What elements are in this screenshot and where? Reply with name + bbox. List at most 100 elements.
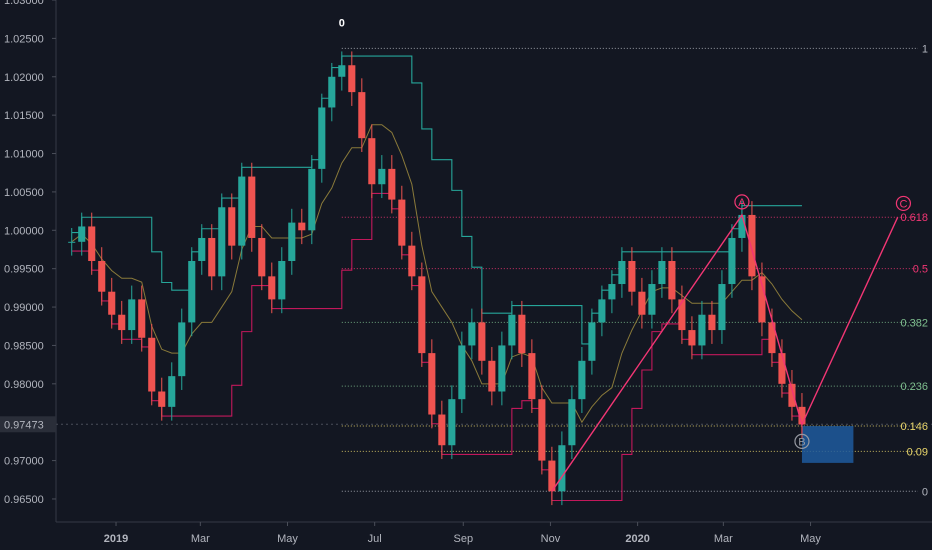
current-price-label: 0.97473 [4,419,44,431]
candle-body [78,226,86,242]
candle-body [568,399,576,446]
wave-marker-b [794,433,810,449]
candle-body [778,353,786,384]
y-axis-panel [0,0,56,550]
candle-body [548,460,556,492]
candle-body [268,276,276,300]
candle-body [198,237,206,261]
y-tick-label: 0.99000 [4,302,44,314]
candle-body [508,314,516,346]
candle-body [758,276,766,323]
candle-body [498,345,506,392]
candle-body [128,299,136,331]
candle-body [238,176,246,246]
x-axis-panel [0,522,932,550]
candle-body [528,353,536,400]
fib-label: 0 [922,486,928,498]
y-tick-label: 0.98000 [4,379,44,391]
candle-body [368,138,376,185]
candle-body [518,314,526,354]
y-tick-label: 1.03000 [4,0,44,7]
candle-body [648,284,656,315]
candle-body [588,322,596,361]
x-tick-label: Mar [191,533,210,545]
x-tick-label: May [800,533,821,545]
candle-body [678,299,686,331]
candle-body [448,399,456,446]
candle-body [208,237,216,277]
candle-body [248,176,256,238]
candle-body [638,291,646,315]
candle-body [488,360,496,392]
wave-path [551,213,899,492]
y-tick-label: 0.96500 [4,494,44,506]
candle-body [318,107,326,169]
candle-body [598,299,606,323]
candle-body [258,237,266,277]
candle-body [688,330,696,346]
candle-body [308,168,316,231]
candle-body [148,337,156,392]
candle-body [378,168,386,185]
candle-body [718,284,726,331]
candle-body [468,322,476,346]
mid-band [71,124,803,424]
x-tick-label: Jul [368,533,382,545]
candle-body [398,199,406,246]
candle-body [288,222,296,261]
candle-body [138,299,146,338]
candle-body [788,383,796,407]
candle-body [98,261,106,292]
candle-body [228,207,236,246]
candle-body [338,65,346,77]
candle-body [178,322,186,377]
candle-body [538,399,546,461]
candle-body [118,314,126,331]
candle-body [668,261,676,300]
candle-body [158,391,166,407]
x-tick-label: Mar [714,533,733,545]
fib-label: 0.382 [900,317,928,329]
y-tick-label: 0.97000 [4,456,44,468]
y-tick-label: 0.99500 [4,264,44,276]
upper-band [71,55,802,345]
candle-body [658,261,666,285]
candlesticks [68,51,806,506]
candle-body [408,245,416,277]
y-axis[interactable]: 1.03000 1.02500 1.02000 1.01500 1.01000 1.005… [0,0,57,550]
wave-annotations: 0 A B C [339,18,912,492]
wave-label-0: 0 [339,18,345,30]
channel-bands [71,55,803,502]
x-tick-label: Sep [453,533,473,545]
x-axis[interactable]: 2019 Mar May Jul Sep Nov 2020 Mar May [0,521,932,550]
candle-body [428,353,436,415]
x-tick-label: Nov [541,533,561,545]
y-tick-label: 1.02000 [4,72,44,84]
candle-body [388,168,396,200]
x-tick-label: May [277,533,298,545]
candle-body [768,322,776,354]
candle-body [438,414,446,446]
current-price-tag [0,416,56,433]
wave-marker-a [734,194,750,210]
candle-body [618,261,626,285]
fib-label: 0.618 [900,212,928,224]
candle-body [558,445,566,492]
y-tick-label: 1.01000 [4,149,44,161]
candle-body [188,261,196,323]
y-tick-label: 1.00000 [4,225,44,237]
candle-body [608,284,616,300]
candle-body [68,241,76,243]
candle-body [798,406,806,425]
candle-body [628,261,636,292]
candle-body [728,237,736,285]
y-tick-label: 1.00500 [4,187,44,199]
fib-label: 0.09 [907,446,928,458]
candle-body [328,76,336,108]
fib-label: 0.236 [900,381,928,393]
candle-body [168,376,176,407]
fib-label: 0.5 [913,264,928,276]
candle-body [578,360,586,400]
